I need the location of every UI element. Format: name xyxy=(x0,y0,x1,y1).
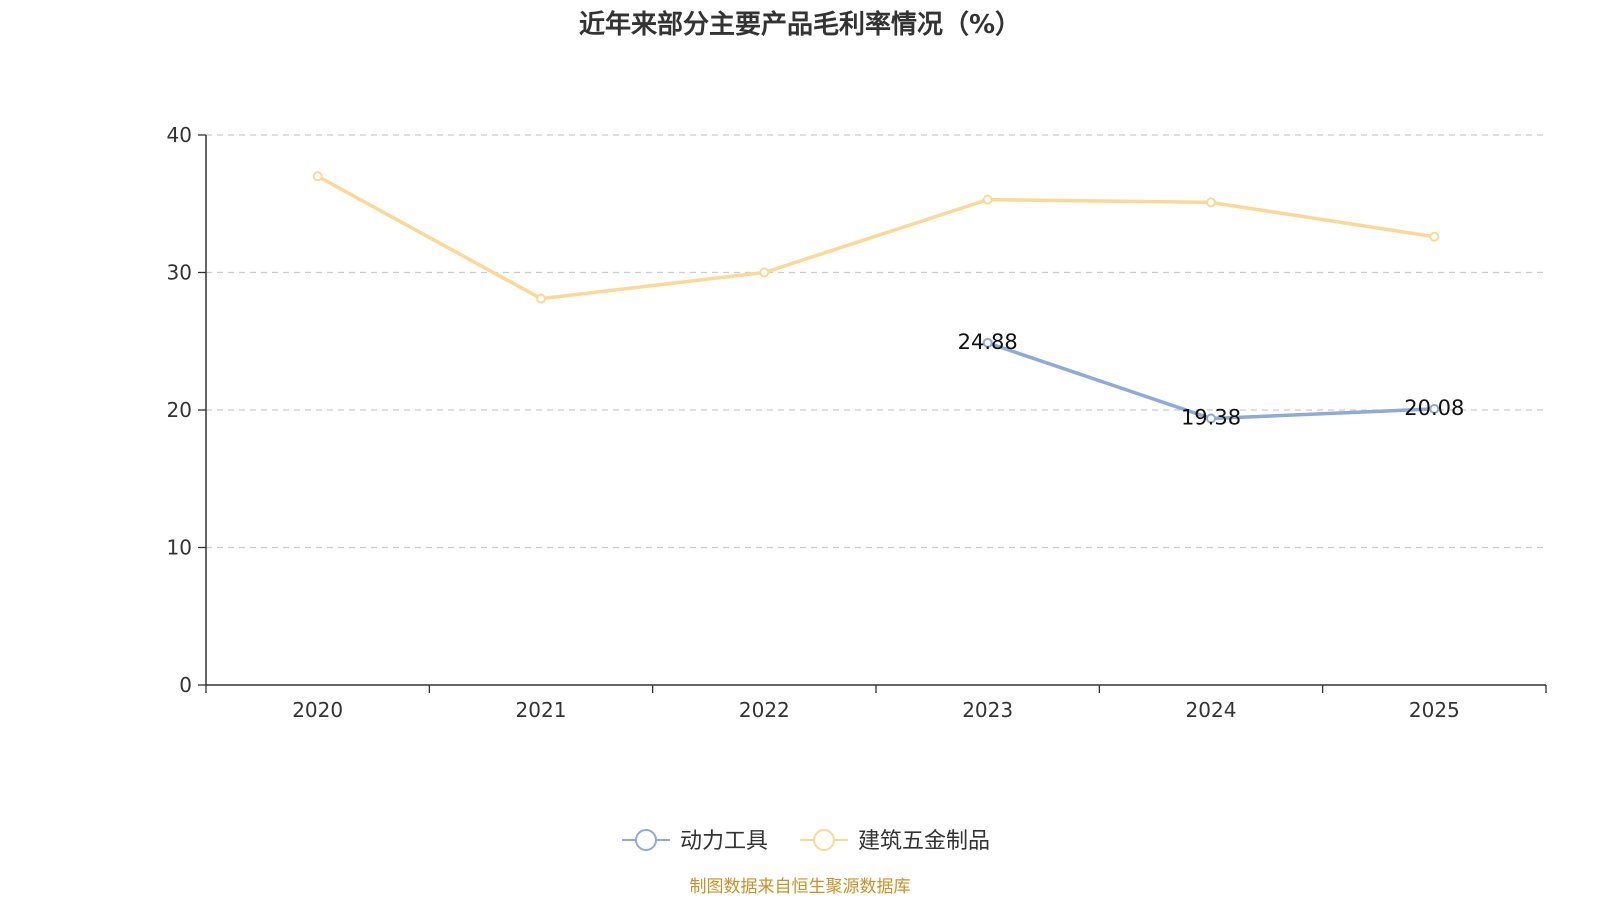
data-point xyxy=(1206,413,1216,424)
series-line-2 xyxy=(315,174,1437,301)
data-point xyxy=(759,267,770,278)
data-point xyxy=(1429,231,1440,242)
y-tick-label: 0 xyxy=(179,673,192,697)
data-point xyxy=(536,293,546,304)
x-tick-label: 2022 xyxy=(739,698,790,722)
data-point xyxy=(982,337,993,348)
y-tick-label: 30 xyxy=(167,261,192,285)
data-point xyxy=(1206,197,1216,208)
x-tick-label: 2023 xyxy=(962,698,1013,722)
data-label: 20.08 xyxy=(1404,396,1464,420)
data-label: 19.38 xyxy=(1181,406,1241,430)
data-point xyxy=(312,171,323,182)
data-point xyxy=(1429,403,1440,414)
x-tick-label: 2024 xyxy=(1186,698,1237,722)
chart-title: 近年来部分主要产品毛利率情况（%） xyxy=(579,9,1021,40)
legend-marker xyxy=(635,829,657,851)
data-label: 24.88 xyxy=(958,330,1018,354)
legend-label: 动力工具 xyxy=(680,829,768,854)
y-tick-label: 10 xyxy=(167,536,192,560)
source-note: 制图数据来自恒生聚源数据库 xyxy=(690,877,911,897)
y-tick-label: 40 xyxy=(167,123,192,147)
data-labels: 24.88 19.38 20.08 xyxy=(958,330,1465,430)
legend: 动力工具 建筑五金制品 xyxy=(622,829,990,854)
y-axis-ticks: 0 10 20 30 40 xyxy=(167,123,206,697)
legend-marker xyxy=(813,829,835,851)
legend-label: 建筑五金制品 xyxy=(858,829,990,854)
series-group xyxy=(312,171,1440,424)
x-tick-label: 2025 xyxy=(1409,698,1460,722)
x-axis-ticks: 2020 2021 2022 2023 2024 2025 xyxy=(205,685,1547,722)
y-tick-label: 20 xyxy=(167,398,192,422)
x-tick-label: 2021 xyxy=(516,698,567,722)
grid-lines xyxy=(206,134,1546,549)
data-point xyxy=(982,194,993,205)
x-tick-label: 2020 xyxy=(292,698,343,722)
